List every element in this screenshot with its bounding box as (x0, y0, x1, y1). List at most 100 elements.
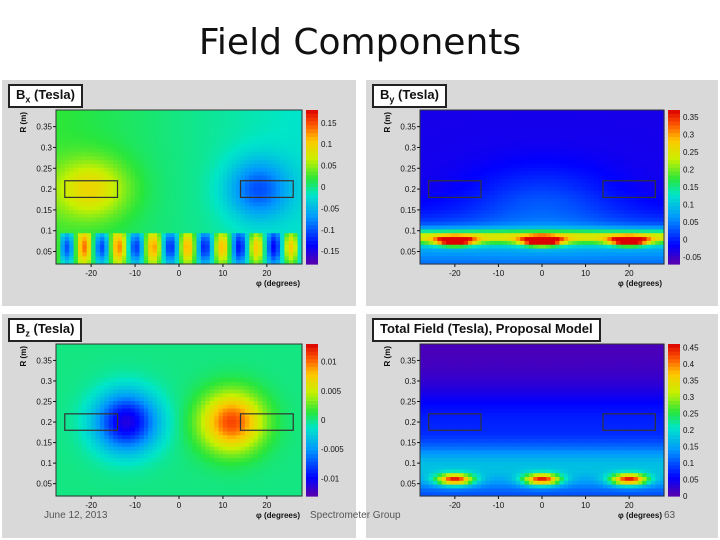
heatmap-cell (515, 190, 521, 196)
heatmap-cell (642, 240, 648, 246)
heatmap-cell (650, 144, 656, 150)
heatmap-cell (585, 117, 591, 123)
heatmap-cell (659, 260, 665, 265)
heatmap-cell (73, 129, 79, 134)
heatmap-cell (589, 190, 595, 196)
heatmap-cell (86, 351, 92, 356)
heatmap-cell (420, 160, 425, 165)
heatmap-cell (99, 256, 105, 261)
heatmap-cell (77, 213, 83, 219)
heatmap-cell (148, 171, 154, 177)
heatmap-cell (437, 110, 443, 115)
heatmap-cell (240, 179, 246, 184)
x-tick-label: 20 (262, 269, 271, 278)
heatmap-cell (629, 217, 635, 223)
heatmap-cell (568, 179, 574, 184)
heatmap-cell (187, 240, 193, 246)
heatmap-cell (524, 198, 530, 203)
heatmap-cell (284, 190, 290, 196)
heatmap-cell (266, 110, 272, 115)
colorbar-segment (668, 229, 680, 234)
heatmap-cell (563, 210, 569, 215)
heatmap-cell (467, 129, 473, 134)
heatmap-cell (60, 179, 66, 184)
heatmap-cell (56, 469, 61, 474)
heatmap-cell (498, 221, 504, 227)
heatmap-cell (650, 210, 656, 215)
heatmap-cell (104, 121, 110, 126)
colorbar-segment (668, 133, 680, 138)
heatmap-cell (498, 171, 504, 177)
heatmap-cell (546, 217, 552, 223)
heatmap-cell (581, 163, 587, 169)
heatmap-cell (280, 171, 286, 177)
heatmap-cell (563, 136, 569, 142)
heatmap-cell (209, 175, 215, 180)
heatmap-cell (620, 233, 626, 238)
heatmap-cell (214, 233, 220, 238)
heatmap-cell (108, 217, 114, 223)
heatmap-cell (546, 198, 552, 203)
heatmap-cell (459, 187, 465, 192)
heatmap-cell (205, 213, 211, 219)
heatmap-cell (200, 229, 206, 234)
heatmap-cell (192, 217, 198, 223)
heatmap-cell (481, 183, 486, 188)
heatmap-cell (82, 458, 88, 463)
heatmap-cell (420, 171, 425, 177)
heatmap-cell (528, 244, 534, 250)
heatmap-cell (148, 198, 154, 203)
heatmap-cell (655, 194, 661, 200)
heatmap-cell (633, 240, 639, 246)
heatmap-cell (502, 125, 508, 130)
heatmap-cell (130, 148, 136, 153)
heatmap-cell (183, 198, 189, 203)
heatmap-cell (616, 121, 622, 126)
heatmap-cell (77, 473, 83, 478)
heatmap-cell (581, 213, 587, 219)
heatmap-cell (594, 248, 600, 254)
heatmap-cell (555, 136, 561, 142)
heatmap-cell (174, 194, 180, 200)
heatmap-cell (249, 171, 255, 177)
heatmap-cell (568, 210, 574, 215)
heatmap-cell (585, 152, 591, 157)
heatmap-cell (633, 156, 639, 161)
heatmap-cell (69, 140, 75, 146)
heatmap-cell (589, 140, 595, 146)
heatmap-cell (441, 240, 447, 246)
heatmap-cell (205, 229, 211, 234)
heatmap-cell (659, 167, 665, 173)
heatmap-cell (222, 252, 228, 257)
heatmap-cell (69, 210, 75, 215)
heatmap-cell (524, 117, 530, 123)
heatmap-cell (99, 198, 105, 203)
heatmap-cell (86, 117, 92, 123)
heatmap-cell (108, 206, 114, 211)
heatmap-cell (467, 198, 473, 203)
heatmap-cell (143, 121, 149, 126)
y-tick-label: 0.2 (41, 185, 53, 194)
heatmap-cell (179, 160, 184, 165)
heatmap-cell (86, 473, 92, 478)
heatmap-cell (481, 229, 486, 234)
heatmap-cell (594, 121, 600, 126)
heatmap-cell (77, 461, 83, 467)
heatmap-cell (620, 213, 626, 219)
heatmap-cell (515, 171, 521, 177)
heatmap-cell (86, 206, 92, 211)
heatmap-cell (485, 152, 491, 157)
heatmap-cell (428, 144, 434, 150)
heatmap-cell (95, 163, 101, 169)
heatmap-cell (603, 179, 608, 184)
heatmap-cell (174, 167, 180, 173)
heatmap-cell (82, 412, 88, 417)
heatmap-cell (161, 244, 167, 250)
heatmap-cell (148, 213, 154, 219)
heatmap-cell (472, 144, 478, 150)
heatmap-cell (258, 213, 264, 219)
heatmap-cell (288, 256, 294, 261)
heatmap-cell (642, 221, 648, 227)
heatmap-cell (507, 133, 513, 138)
heatmap-cell (441, 163, 447, 169)
